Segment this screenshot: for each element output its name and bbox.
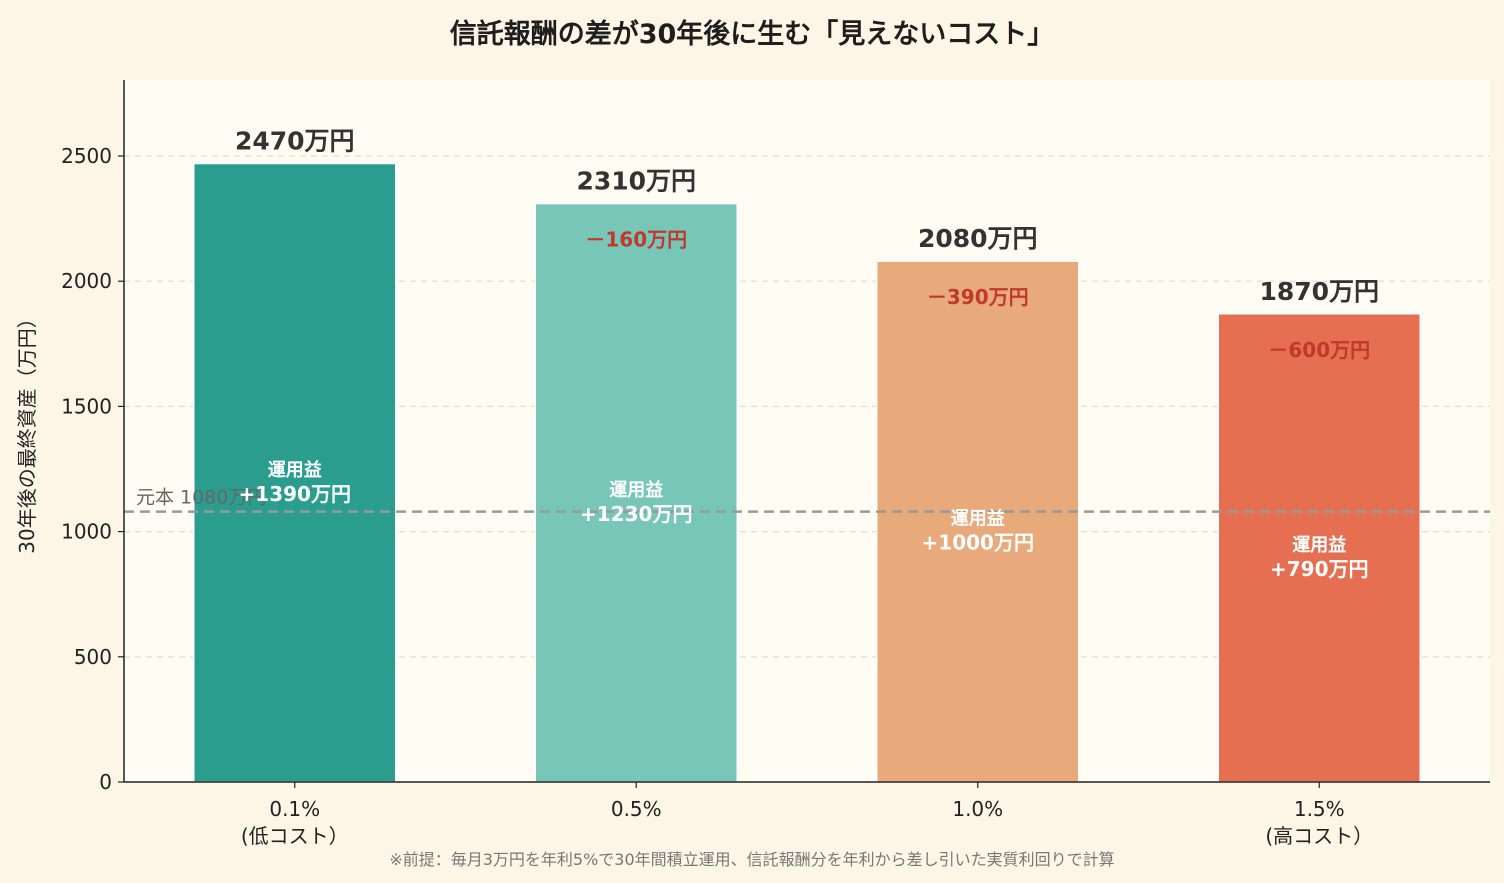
diff-label: －600万円 bbox=[1268, 338, 1370, 362]
bar bbox=[876, 260, 1080, 783]
x-tick-label: 0.1% bbox=[269, 797, 320, 821]
y-tick-label: 0 bbox=[99, 770, 112, 794]
y-ticks: 0 500 1000 1500 2000 2500 bbox=[61, 144, 124, 794]
y-tick-label: 1000 bbox=[61, 520, 112, 544]
bar bbox=[1217, 313, 1421, 783]
x-tick-label: 0.5% bbox=[611, 797, 662, 821]
value-label: 2470万円 bbox=[235, 127, 355, 156]
principal-line-group: 元本 1080万円 bbox=[124, 487, 1490, 513]
gain-heading: 運用益 bbox=[609, 479, 663, 501]
value-label: 1870万円 bbox=[1259, 277, 1379, 306]
x-tick-label: (高コスト） bbox=[1265, 824, 1373, 848]
bar bbox=[193, 162, 397, 783]
y-tick-label: 1500 bbox=[61, 394, 112, 418]
bar-labels: 2470万円運用益+1390万円2310万円－160万円運用益+1230万円20… bbox=[235, 127, 1379, 581]
value-label: 2080万円 bbox=[918, 224, 1038, 253]
gain-heading: 運用益 bbox=[951, 508, 1005, 530]
y-tick-label: 2500 bbox=[61, 144, 112, 168]
y-tick-label: 500 bbox=[74, 645, 112, 669]
principal-label: 元本 1080万円 bbox=[136, 487, 266, 509]
gain-heading: 運用益 bbox=[1292, 534, 1346, 556]
gain-label: +1000万円 bbox=[922, 531, 1034, 555]
bar bbox=[534, 202, 738, 783]
footnote: ※前提：毎月3万円を年利5%で30年間積立運用、信託報酬分を年利から差し引いた実… bbox=[389, 850, 1115, 869]
gain-label: +790万円 bbox=[1270, 557, 1369, 581]
x-tick-label: 1.5% bbox=[1294, 797, 1345, 821]
gain-heading: 運用益 bbox=[268, 459, 322, 481]
value-label: 2310万円 bbox=[576, 167, 696, 196]
gain-label: +1230万円 bbox=[580, 502, 692, 526]
chart-title: 信託報酬の差が30年後に生む「見えないコスト」 bbox=[449, 19, 1055, 50]
bars bbox=[193, 162, 1421, 783]
gain-label: +1390万円 bbox=[239, 482, 351, 506]
diff-label: －160万円 bbox=[585, 228, 687, 252]
x-tick-label: (低コスト） bbox=[241, 824, 349, 848]
y-axis-label: 30年後の最終資産（万円） bbox=[15, 308, 39, 553]
x-tick-label: 1.0% bbox=[952, 797, 1003, 821]
y-tick-label: 2000 bbox=[61, 269, 112, 293]
diff-label: －390万円 bbox=[927, 285, 1029, 309]
axes bbox=[123, 80, 1490, 783]
x-ticks: 0.1% (低コスト） 0.5% 1.0% 1.5% (高コスト） bbox=[241, 782, 1373, 848]
